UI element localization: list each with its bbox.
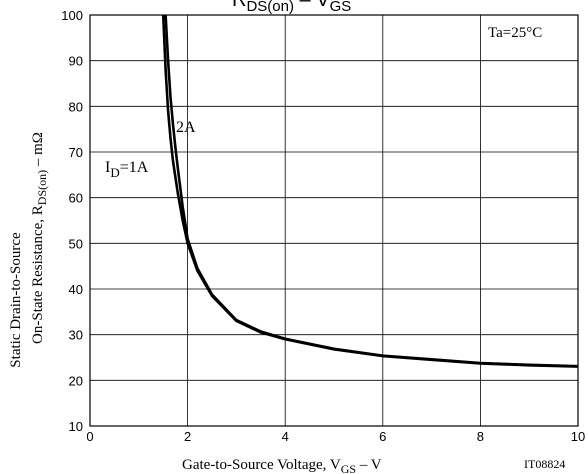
y-tick-label: 10 — [69, 419, 83, 434]
series-label-2A: 2A — [176, 119, 196, 136]
y-tick-label: 100 — [61, 8, 83, 23]
x-tick-label: 8 — [477, 429, 484, 444]
series-line-1A — [161, 14, 579, 368]
title-v-sub: GS — [330, 0, 352, 15]
y-axis-label-line1: Static Drain-to-Source — [8, 232, 24, 368]
x-tick-labels: 0 2 4 6 8 10 — [86, 429, 585, 444]
plot-frame — [89, 14, 579, 427]
figure-id: IT08824 — [524, 457, 565, 471]
series-line-2A — [164, 14, 579, 368]
curves — [161, 14, 579, 368]
title-r: R — [232, 0, 246, 11]
y-tick-label: 30 — [69, 328, 83, 343]
x-tick-label: 4 — [282, 429, 289, 444]
x-tick-label: 0 — [86, 429, 93, 444]
x-tick-label: 6 — [379, 429, 386, 444]
x-axis-label: Gate-to-Source Voltage, VGS – V — [182, 457, 382, 474]
y-tick-label: 50 — [69, 236, 83, 251]
x-tick-label: 10 — [571, 429, 585, 444]
series-label-1A: ID=1A — [105, 159, 149, 180]
y-tick-label: 40 — [69, 282, 83, 297]
title-sep: – — [294, 0, 316, 11]
y-tick-labels: 10 20 30 40 50 60 70 80 90 100 — [61, 8, 83, 434]
x-tick-label: 2 — [184, 429, 191, 444]
y-tick-label: 90 — [69, 54, 83, 69]
title-r-sub: DS(on) — [246, 0, 294, 15]
chart-title: RDS(on) – VGS — [232, 0, 351, 15]
y-axis-label-line2: On-State Resistance, RDS(on) – mΩ — [30, 132, 49, 344]
y-tick-label: 20 — [69, 373, 83, 388]
y-tick-label: 70 — [69, 145, 83, 160]
y-tick-label: 80 — [69, 99, 83, 114]
condition-label: Ta=25°C — [488, 25, 542, 41]
y-tick-label: 60 — [69, 191, 83, 206]
title-v: V — [316, 0, 330, 11]
